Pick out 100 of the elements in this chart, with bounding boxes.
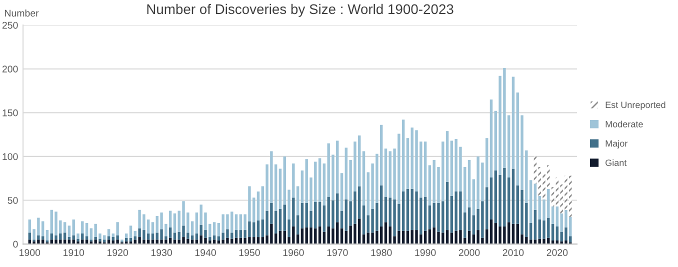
bar	[490, 220, 493, 244]
bar	[507, 222, 510, 244]
bar	[380, 185, 383, 227]
bar	[278, 168, 282, 210]
x-tick-label: 1920	[108, 249, 128, 256]
x-tick-label: 2000	[458, 249, 480, 256]
bar	[125, 234, 128, 238]
bar	[468, 207, 471, 231]
x-tick-label: 1950	[239, 249, 260, 256]
bar	[318, 158, 322, 202]
bar	[556, 226, 559, 241]
bar	[406, 188, 410, 231]
bar	[468, 160, 471, 208]
bar	[512, 76, 515, 169]
bar	[212, 222, 216, 236]
bar	[344, 148, 348, 200]
bar	[428, 229, 432, 244]
bar	[85, 223, 88, 236]
bar	[300, 202, 304, 228]
bar	[490, 100, 493, 178]
bar	[512, 168, 515, 224]
x-tick-label: 1960	[283, 249, 304, 256]
bar	[344, 199, 348, 231]
bar	[564, 176, 568, 210]
bar	[556, 177, 559, 206]
bar	[116, 222, 119, 236]
bar	[217, 236, 220, 241]
bar	[551, 187, 554, 206]
bar	[234, 214, 238, 230]
bar	[450, 196, 454, 233]
bar	[340, 173, 344, 211]
x-tick-label: 1970	[327, 249, 348, 256]
bar	[547, 165, 550, 189]
bar	[116, 235, 119, 240]
x-tick-label: 1990	[415, 249, 436, 256]
y-tick-label: 250	[2, 22, 18, 29]
x-tick-label: 1910	[64, 249, 84, 256]
bar	[173, 213, 176, 233]
bar	[107, 229, 110, 236]
y-tick-label: 200	[2, 66, 18, 73]
bar	[41, 236, 44, 240]
bar	[37, 235, 40, 240]
bar	[406, 138, 410, 189]
y-axis-title: Number	[5, 9, 39, 17]
bar	[384, 222, 388, 244]
bar	[362, 151, 366, 206]
bar	[234, 230, 238, 238]
x-tick-label: 1940	[195, 249, 216, 256]
bar	[485, 229, 488, 244]
bar	[494, 170, 498, 224]
legend-label: Giant	[606, 159, 627, 166]
bar	[146, 234, 150, 240]
y-tick-label: 50	[8, 196, 18, 204]
bar	[534, 210, 537, 240]
x-tick-label: 2010	[502, 249, 524, 256]
bar	[28, 232, 32, 240]
bar	[490, 177, 493, 220]
bar	[256, 191, 260, 220]
legend-label: Est Unreported	[606, 101, 666, 110]
bar	[151, 222, 154, 234]
bar	[494, 223, 498, 244]
bar	[46, 230, 49, 241]
bar	[239, 214, 242, 230]
y-tick-label: 100	[2, 153, 18, 160]
bar	[384, 148, 388, 197]
bar	[151, 234, 154, 240]
bar	[85, 236, 88, 240]
bar	[560, 184, 563, 214]
y-tick-label: 150	[2, 109, 18, 116]
bar	[168, 227, 172, 238]
bar	[239, 230, 242, 238]
bar	[534, 156, 537, 184]
x-tick-label: 1980	[371, 249, 392, 256]
bar	[81, 221, 84, 234]
bar	[424, 196, 427, 231]
bar	[402, 191, 405, 231]
bar	[41, 221, 44, 236]
bar	[569, 176, 572, 217]
bar	[112, 237, 115, 241]
bar	[428, 206, 432, 230]
bar	[424, 142, 427, 197]
legend-label: Moderate	[606, 120, 643, 128]
x-tick-label: 1930	[151, 249, 172, 256]
bar	[129, 226, 132, 238]
bar	[63, 222, 66, 233]
bar	[129, 238, 132, 242]
bar	[125, 238, 128, 242]
bar	[362, 206, 366, 234]
y-tick-label: 0	[13, 240, 18, 248]
bar	[384, 196, 388, 222]
legend-label: Major	[606, 140, 628, 148]
bar	[256, 220, 260, 238]
chart-title: Number of Discoveries by Size : World 1900-2023	[147, 4, 454, 17]
bar	[340, 210, 344, 228]
bar	[63, 232, 66, 240]
x-tick-label: 1900	[20, 249, 40, 256]
bar	[542, 174, 546, 200]
bar	[278, 209, 282, 231]
x-tick-label: 2020	[546, 249, 568, 256]
bar	[318, 202, 322, 227]
